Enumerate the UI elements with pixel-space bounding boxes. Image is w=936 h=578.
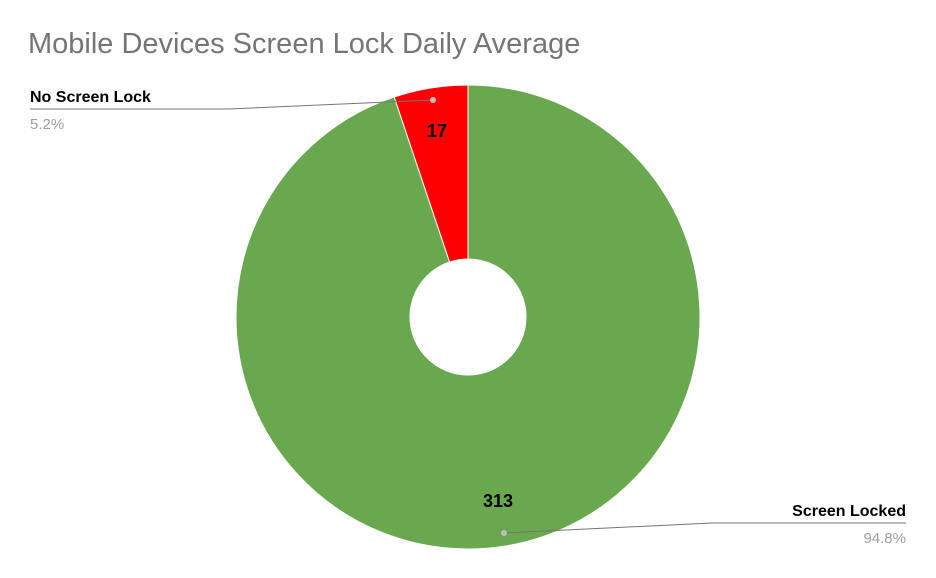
category-label-no-screen-lock: No Screen Lock: [30, 89, 151, 106]
value-label-no-screen-lock: 17: [427, 121, 447, 141]
percent-label-no-screen-lock: 5.2%: [30, 116, 64, 133]
leader-line-screen-locked: [503, 522, 906, 534]
slices-group: [235, 84, 701, 550]
percent-label-screen-locked: 94.8%: [863, 530, 906, 547]
category-label-screen-locked: Screen Locked: [792, 503, 906, 520]
value-label-screen-locked: 313: [483, 491, 513, 511]
leader-line-no-screen-lock: [30, 99, 434, 110]
leader-lines-group: [30, 97, 906, 536]
leader-dot-no-screen-lock: [430, 97, 436, 103]
slice-screen-locked: [235, 84, 701, 550]
labels-group: 313 Screen Locked 94.8% 17 No Screen Lock 5.2…: [30, 89, 906, 547]
slice-no-screen-lock: [393, 84, 469, 263]
chart-title: Mobile Devices Screen Lock Daily Average: [28, 28, 581, 60]
leader-dot-screen-locked: [501, 530, 507, 536]
